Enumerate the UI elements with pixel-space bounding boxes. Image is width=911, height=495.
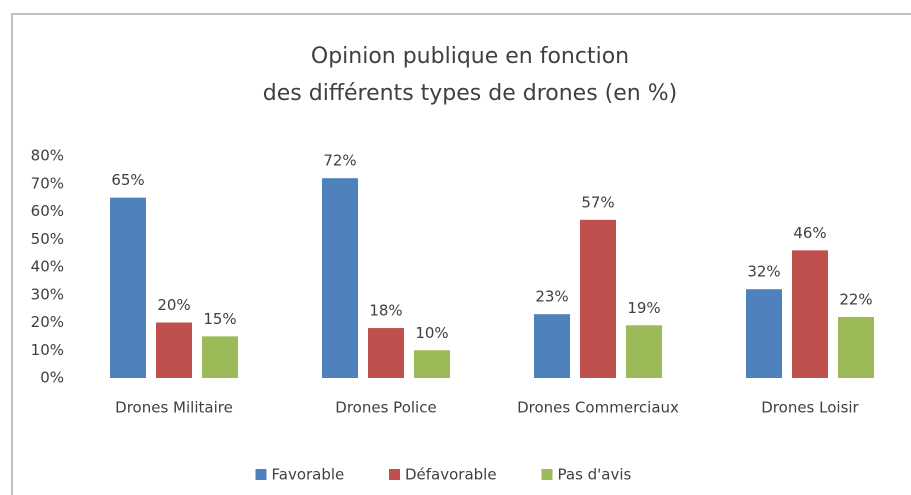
data-label: 19% <box>627 299 660 317</box>
chart-title: des différents types de drones (en %) <box>263 81 677 106</box>
bar <box>838 316 874 378</box>
bar <box>322 178 358 378</box>
bar <box>110 197 146 378</box>
legend-swatch <box>255 469 267 480</box>
bar <box>368 328 404 378</box>
data-label: 32% <box>747 263 780 281</box>
legend-swatch <box>541 469 553 480</box>
x-tick-label: Drones Militaire <box>115 399 233 417</box>
data-label: 65% <box>111 171 144 189</box>
data-label: 10% <box>415 324 448 342</box>
legend-label: Favorable <box>272 466 345 484</box>
bar <box>156 322 192 378</box>
y-tick-label: 0% <box>40 369 64 387</box>
y-tick-label: 10% <box>31 341 64 359</box>
data-label: 20% <box>157 296 190 314</box>
data-label: 18% <box>369 302 402 320</box>
data-label: 72% <box>323 152 356 170</box>
bar <box>792 250 828 378</box>
data-label: 57% <box>581 193 614 211</box>
y-tick-label: 40% <box>31 258 64 276</box>
data-label: 23% <box>535 288 568 306</box>
bar <box>534 314 570 378</box>
chart-frame <box>11 13 911 495</box>
x-tick-label: Drones Loisir <box>761 399 859 417</box>
bar <box>626 325 662 378</box>
data-label: 46% <box>793 224 826 242</box>
bar <box>202 336 238 378</box>
y-tick-label: 60% <box>31 202 64 220</box>
bar <box>746 289 782 378</box>
y-tick-label: 70% <box>31 174 64 192</box>
legend-label: Défavorable <box>405 466 497 484</box>
y-tick-label: 80% <box>31 147 64 165</box>
y-tick-label: 50% <box>31 230 64 248</box>
y-tick-label: 30% <box>31 285 64 303</box>
data-label: 22% <box>839 290 872 308</box>
bar <box>580 219 616 378</box>
x-tick-label: Drones Police <box>335 399 436 417</box>
y-tick-label: 20% <box>31 313 64 331</box>
bar <box>414 350 450 378</box>
chart-title: Opinion publique en fonction <box>311 44 629 69</box>
legend-swatch <box>389 469 400 480</box>
legend-label: Pas d'avis <box>558 466 632 484</box>
x-tick-label: Drones Commerciaux <box>517 399 679 417</box>
data-label: 15% <box>203 310 236 328</box>
